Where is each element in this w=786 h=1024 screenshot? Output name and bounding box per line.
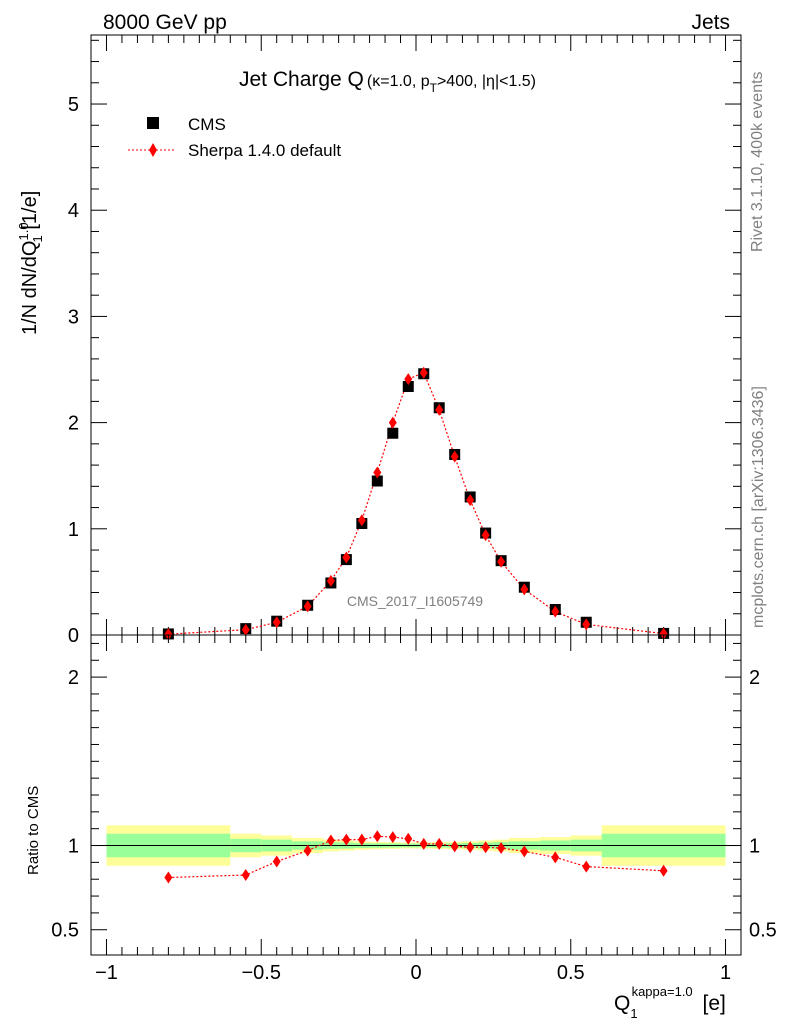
energy-label: 8000 GeV pp — [103, 11, 227, 34]
x-tick-label: −1 — [95, 962, 118, 984]
main-y-tick-label: 5 — [68, 94, 79, 116]
ratio-y-tick-label: 2 — [68, 667, 79, 689]
ratio-mc-points — [164, 830, 668, 884]
mc-point — [404, 373, 413, 386]
title-main: Jet Charge Q — [239, 68, 364, 91]
main-ticks: 0 1 2 3 4 5 — [68, 35, 741, 647]
x-label-sup: kappa=1.0 — [632, 984, 693, 999]
x-tick-label: 0 — [410, 962, 421, 984]
ratio-mc-point — [497, 842, 506, 855]
mc-point — [435, 403, 444, 416]
ratio-mc-point — [481, 841, 490, 854]
x-axis-label: Q1 kappa=1.0 [e] — [614, 984, 726, 1021]
title-sub-index: T — [430, 81, 438, 95]
jets-label: Jets — [691, 11, 730, 34]
ratio-y-tick-label-right: 1 — [749, 836, 760, 858]
ratio-mc-point — [241, 869, 250, 881]
ratio-mc-point — [357, 833, 366, 846]
ratio-mc-point — [388, 831, 397, 844]
rivet-label: Rivet 3.1.10, 400k events — [749, 71, 766, 252]
legend: CMS Sherpa 1.4.0 default — [128, 115, 341, 160]
main-y-tick-label: 2 — [68, 413, 79, 435]
ratio-mc-point — [404, 832, 413, 845]
ratio-mc-point — [373, 830, 382, 843]
mc-point — [450, 450, 459, 463]
x-label-suffix: [e] — [697, 992, 726, 1015]
mc-point — [481, 529, 490, 542]
ratio-bands — [91, 825, 741, 866]
mc-point — [551, 605, 560, 618]
x-tick-label: 1 — [720, 962, 731, 984]
ratio-mc-point — [435, 837, 444, 850]
mc-point — [373, 466, 382, 479]
ratio-mc-series-line — [168, 835, 664, 879]
y-label-suffix: [1/e] — [19, 191, 41, 235]
mc-point — [419, 366, 428, 379]
legend-mc-marker — [149, 143, 157, 157]
ratio-mc-point — [582, 860, 591, 873]
x-label-sub: 1 — [630, 1006, 637, 1021]
main-y-tick-label: 0 — [68, 625, 79, 647]
main-y-tick-label: 3 — [68, 306, 79, 328]
cms-data-point — [402, 381, 414, 393]
mc-point — [164, 628, 173, 641]
ratio-mc-point — [326, 834, 335, 847]
mc-point — [326, 574, 335, 587]
mc-point — [388, 416, 397, 429]
mc-point — [582, 618, 591, 631]
main-y-tick-label: 4 — [68, 200, 79, 222]
ratio-mc-point — [272, 855, 281, 868]
ratio-ticks: 0.5 0.5 1 1 2 2 −1 −0.5 0 0.5 1 — [51, 635, 777, 984]
ratio-y-tick-label: 1 — [68, 836, 79, 858]
mc-point — [497, 555, 506, 568]
ratio-axis-label: Ratio to CMS — [25, 786, 42, 875]
plot-title: Jet Charge Q (κ=1.0, pT>400, |η|<1.5) — [239, 68, 536, 95]
y-axis-label: 1/N dN/dQ1.01 [1/e] — [16, 191, 45, 335]
mc-point — [241, 623, 250, 636]
y-label-sub: 1 — [30, 235, 45, 242]
main-y-tick-label: 1 — [68, 519, 79, 541]
mc-point — [272, 616, 281, 629]
main-panel: 0 1 2 3 4 5 — [68, 34, 742, 647]
y-label-prefix: 1/N dN/dQ — [19, 241, 41, 335]
mc-points — [164, 366, 668, 641]
ratio-mc-point — [520, 845, 529, 858]
cms-data-point — [371, 475, 383, 487]
ratio-mc-point — [551, 851, 560, 864]
mc-point — [303, 600, 312, 613]
x-tick-label: −0.5 — [241, 962, 280, 984]
x-tick-label: 0.5 — [557, 962, 585, 984]
legend-data-marker — [147, 117, 159, 129]
ratio-mc-point — [450, 840, 459, 853]
legend-data-label: CMS — [188, 115, 226, 134]
ratio-mc-point — [303, 844, 312, 857]
ratio-mc-line — [168, 835, 664, 879]
mc-point — [357, 514, 366, 527]
ratio-panel: 0.5 0.5 1 1 2 2 −1 −0.5 0 0.5 1 — [51, 634, 777, 984]
mcplots-label: mcplots.cern.ch [arXiv:1306.3436] — [750, 386, 767, 628]
legend-mc-label: Sherpa 1.4.0 default — [188, 141, 341, 160]
title-sub-rest: >400, |η|<1.5) — [437, 73, 536, 90]
mc-point — [466, 494, 475, 507]
mc-point — [659, 627, 668, 640]
ratio-mc-point — [419, 837, 428, 850]
mc-point — [520, 583, 529, 596]
ratio-y-tick-label-right: 2 — [749, 667, 760, 689]
mc-point — [342, 551, 351, 564]
ratio-frame — [90, 634, 742, 956]
analysis-watermark: CMS_2017_I1605749 — [347, 593, 483, 609]
ratio-mc-point — [466, 841, 475, 854]
ratio-mc-point — [342, 833, 351, 846]
x-label-main: Q — [614, 992, 630, 1015]
cms-data-point — [387, 427, 399, 439]
title-sub: (κ=1.0, p — [367, 73, 430, 90]
ratio-mc-point — [164, 871, 173, 884]
ratio-mc-point — [659, 864, 668, 877]
ratio-y-tick-label-right: 0.5 — [749, 920, 777, 942]
y-label-sup: 1.0 — [16, 222, 31, 240]
ratio-y-tick-label: 0.5 — [51, 920, 79, 942]
